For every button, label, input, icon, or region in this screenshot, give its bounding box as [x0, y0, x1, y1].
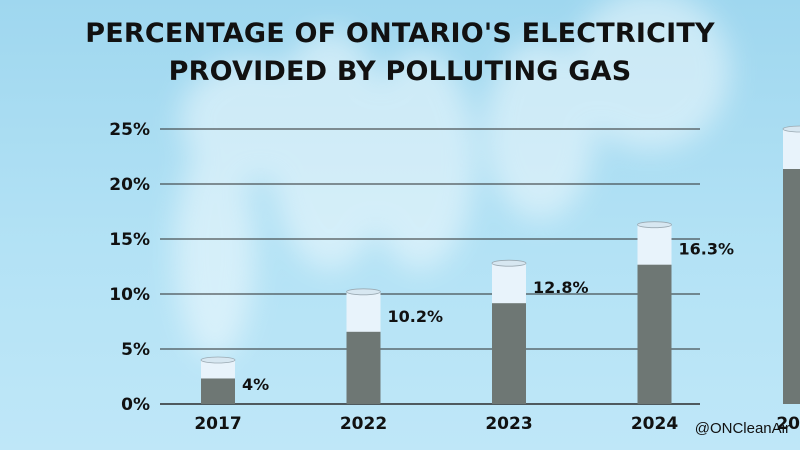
data-label: 10.2% — [388, 307, 444, 326]
credit-handle: @ONCleanAir — [694, 420, 790, 437]
y-tick-label: 10% — [109, 285, 150, 305]
stack-body — [783, 129, 800, 404]
data-label: 4% — [242, 375, 269, 394]
x-tick-label: 2022 — [340, 414, 387, 434]
stack-rim — [491, 259, 527, 267]
bar-2022 — [346, 288, 381, 404]
gridlines — [160, 128, 700, 405]
x-tick-label: 2030 — [776, 414, 800, 434]
data-label: 12.8% — [533, 278, 589, 297]
stack-rim — [637, 221, 672, 229]
y-tick-label: 0% — [121, 395, 150, 415]
bar-2024 — [637, 221, 672, 404]
stack-rim — [200, 356, 236, 364]
data-label: 16.3% — [679, 240, 735, 259]
y-tick-label: 25% — [109, 120, 150, 140]
bar-2030 — [782, 125, 800, 404]
bars — [200, 125, 800, 404]
x-tick-label: 2023 — [485, 414, 532, 434]
bar-2023 — [491, 259, 527, 404]
bar-2017 — [200, 356, 236, 404]
y-tick-label: 15% — [109, 230, 150, 250]
x-tick-label: 2017 — [194, 414, 241, 434]
stack-rim — [346, 288, 381, 296]
x-axis-category-labels: 2017 2022 2023 2024 2030 — [194, 414, 800, 434]
chart-title-line-2: PROVIDED BY POLLUTING GAS — [168, 56, 632, 87]
y-tick-label: 5% — [121, 340, 150, 360]
y-tick-label: 20% — [109, 175, 150, 195]
stack-rim — [782, 125, 800, 133]
x-tick-label: 2024 — [631, 414, 678, 434]
data-labels: 4%10.2%12.8%16.3%25% — [242, 240, 735, 394]
y-axis-tick-labels: 0% 5% 10% 15% 20% 25% — [109, 120, 150, 415]
stack-band — [201, 360, 235, 379]
stack-band — [492, 263, 526, 304]
stack-band — [783, 129, 800, 169]
stack-band — [637, 224, 672, 265]
chart-title-line-1: PERCENTAGE OF ONTARIO'S ELECTRICITY — [85, 18, 715, 49]
stack-band — [346, 291, 381, 332]
